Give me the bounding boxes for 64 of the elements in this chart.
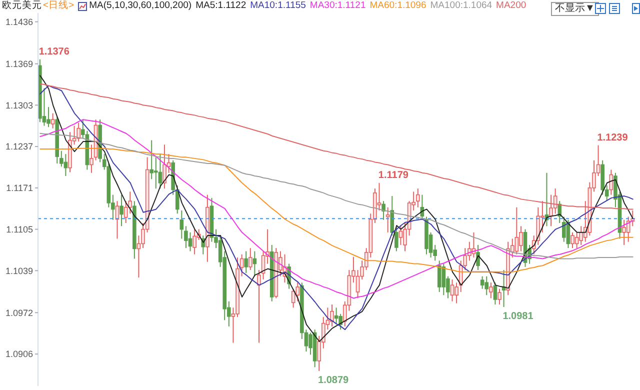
candlestick xyxy=(356,270,360,299)
candlestick xyxy=(498,288,502,306)
text: MA30:1.1121 xyxy=(310,0,366,12)
candlestick xyxy=(382,200,386,220)
candlestick xyxy=(257,270,261,344)
text: 1.1376 xyxy=(38,46,70,58)
candlestick xyxy=(90,144,94,174)
candlestick xyxy=(248,248,252,271)
candlestick xyxy=(124,200,128,224)
candlestick xyxy=(450,278,454,302)
y-tick-label: 1.1237 xyxy=(5,142,33,152)
chart-subtitle: <日线> xyxy=(43,0,74,12)
text: 1.0879 xyxy=(318,375,349,386)
candlestick xyxy=(398,226,403,246)
candlestick xyxy=(574,232,579,249)
candlestick xyxy=(484,276,489,296)
candlestick xyxy=(240,254,244,277)
candlestick xyxy=(519,226,523,252)
candlestick xyxy=(154,156,158,190)
dropdown: 不显示▼ xyxy=(551,2,599,16)
y-tick-label: 1.1369 xyxy=(5,58,33,69)
candlestick xyxy=(244,250,248,274)
candlestick xyxy=(76,122,80,142)
candlestick xyxy=(480,276,484,290)
y-tick-label: 1.1303 xyxy=(5,100,33,110)
candlestick xyxy=(489,282,493,299)
candlestick xyxy=(184,226,188,249)
line-series xyxy=(40,119,634,299)
y-tick-label: 1.1171 xyxy=(6,183,33,194)
y-tick-label: 1.1436 xyxy=(5,16,33,27)
text: 1.1239 xyxy=(597,132,628,144)
text: MA200 xyxy=(496,0,526,12)
candlestick xyxy=(493,282,498,306)
y-tick-label: 1.0906 xyxy=(5,349,33,360)
chart-title: 欧元美元 xyxy=(2,0,42,12)
candlestick xyxy=(120,194,124,227)
text: MA60:1.1096 xyxy=(370,0,426,12)
candlestick xyxy=(570,232,574,249)
candlestick xyxy=(46,106,50,128)
candlestick xyxy=(252,250,257,277)
text: MA(5,10,30,60,100,200) xyxy=(89,0,192,12)
candlestick xyxy=(604,184,609,202)
y-tick-label: 1.1105 xyxy=(6,224,33,234)
candlestick xyxy=(192,228,196,255)
candlestick xyxy=(180,210,184,240)
candlestick xyxy=(330,304,334,327)
candlestick xyxy=(158,154,162,190)
candlestick xyxy=(454,282,458,304)
candlestick xyxy=(514,206,519,255)
y-tick-label: 1.0972 xyxy=(5,308,33,318)
candlestick xyxy=(562,216,566,242)
candlestick xyxy=(386,206,390,233)
text: 1.1179 xyxy=(378,170,408,181)
text: MA5:1.1122 xyxy=(196,0,246,12)
text: MA10:1.1155 xyxy=(250,0,306,12)
candlestick xyxy=(50,112,55,129)
text: MA100:1.1064 xyxy=(430,0,492,12)
candlestick xyxy=(188,232,192,252)
y-tick-label: 1.1039 xyxy=(5,266,33,276)
candlestick xyxy=(162,144,166,190)
candlestick xyxy=(416,188,420,208)
candlestick xyxy=(622,219,626,246)
text: 1.0981 xyxy=(502,311,534,322)
candlestick xyxy=(437,260,442,292)
